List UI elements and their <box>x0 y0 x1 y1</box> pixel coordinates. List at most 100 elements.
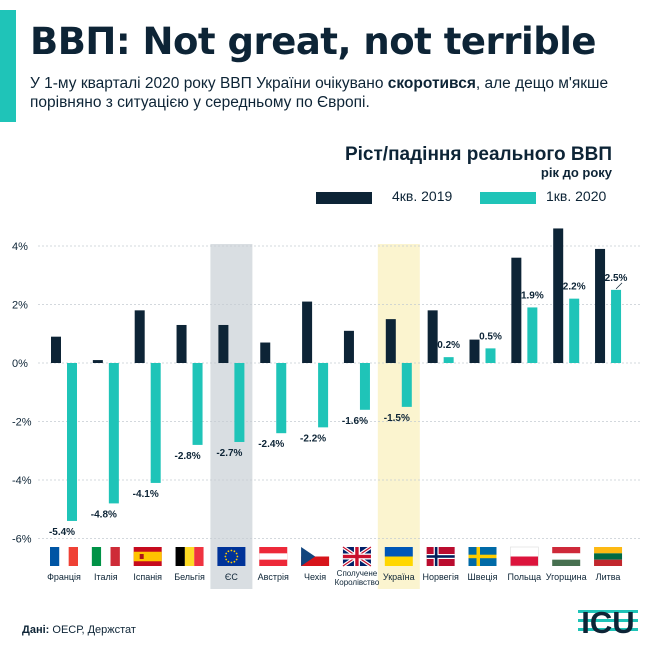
bar-2019 <box>469 339 480 363</box>
bar-2019 <box>427 310 438 363</box>
bar-2019 <box>260 342 271 363</box>
y-tick-label: -2% <box>12 417 32 429</box>
sweden-flag <box>468 547 497 566</box>
category-label: Бельгія <box>174 572 205 582</box>
bar-2019 <box>176 324 187 363</box>
category-label: ЄС <box>225 572 238 582</box>
flag-star <box>235 558 238 561</box>
poland-flag <box>510 546 539 567</box>
hungary-flag <box>552 547 581 566</box>
ukraine-flag <box>384 547 413 566</box>
category-label: Австрія <box>258 572 289 582</box>
flag-star <box>235 552 238 555</box>
page-subtitle: У 1-му кварталі 2020 року ВВП України оч… <box>30 74 630 112</box>
bar-2020 <box>485 348 496 363</box>
flag-star <box>233 550 236 553</box>
flag-part <box>184 547 195 566</box>
flag-star <box>227 560 230 563</box>
data-label: 2.2% <box>563 282 586 293</box>
flag-part <box>468 554 497 559</box>
bar-2020 <box>192 363 203 445</box>
flag-part <box>217 547 246 566</box>
flag-part <box>552 553 581 560</box>
flag-part <box>552 547 581 554</box>
flag-star <box>230 549 233 552</box>
bar-2020 <box>318 363 329 428</box>
subtitle-text-2: , але дещо м'якше порівняно з ситуацією … <box>30 75 609 111</box>
chart-title: Ріст/падіння реального ВВП <box>344 144 612 165</box>
data-label: -2.4% <box>258 439 284 450</box>
legend-label-2020: 1кв. 2020 <box>546 188 607 204</box>
czech-flag <box>301 547 330 566</box>
france-flag <box>50 547 78 566</box>
category-label: Італія <box>94 572 118 582</box>
bar-2020 <box>359 363 370 410</box>
data-label: 1.9% <box>521 290 544 301</box>
bar-2019 <box>343 330 354 363</box>
bar-2019 <box>595 248 606 363</box>
category-label: Чехія <box>304 572 326 582</box>
bar-2019 <box>302 301 313 363</box>
bar-2019 <box>218 324 229 363</box>
y-tick-label: 4% <box>12 241 28 253</box>
flag-part <box>301 547 316 566</box>
flag-part <box>101 547 111 566</box>
chart-subtitle: рік до року <box>540 165 612 180</box>
bar-2019 <box>134 310 145 363</box>
bar-chart: 4% 2% 0% -2% -4% -6% -5.4% -4.8% -4.1% -2.8% -2.7%… <box>12 228 640 589</box>
italy-flag <box>91 547 120 566</box>
flag-part <box>175 547 185 566</box>
uk-flag <box>341 545 372 568</box>
category-label-line: Королівство <box>335 578 380 587</box>
flag-star <box>227 550 230 553</box>
flag-star <box>230 561 233 564</box>
flag-part <box>91 547 102 566</box>
data-label: -2.7% <box>216 448 242 459</box>
flag-part <box>384 556 413 566</box>
label-leader <box>615 282 623 290</box>
flag-part <box>133 551 162 562</box>
flag-part <box>594 559 623 566</box>
icu-logo: ICU <box>578 605 638 638</box>
flag-part <box>301 547 330 557</box>
source-text: ОЕСР, Держстат <box>49 624 136 636</box>
flag-star <box>236 555 239 558</box>
data-label: -1.6% <box>342 416 368 427</box>
data-label: -4.8% <box>91 509 117 520</box>
flag-part <box>384 547 413 557</box>
flag-star <box>224 555 227 558</box>
flag-part <box>110 547 120 566</box>
lithuania-flag <box>594 547 623 566</box>
flag-outline <box>510 546 539 567</box>
category-label: Угорщина <box>546 572 587 582</box>
flag-star <box>233 560 236 563</box>
norway-flag <box>426 547 455 566</box>
data-label: 0.5% <box>479 331 502 342</box>
source-label: Дані: <box>22 624 50 636</box>
category-label: Україна <box>383 572 415 582</box>
data-label: -1.5% <box>384 413 410 424</box>
data-label: 2.5% <box>605 273 628 284</box>
y-tick-label: 0% <box>12 358 28 370</box>
flag-part <box>594 553 623 560</box>
logo-stripes <box>578 610 638 631</box>
legend: 4кв. 2019 1кв. 2020 <box>0 188 650 208</box>
highlight-band-8 <box>377 244 420 589</box>
y-tick-label: -4% <box>12 475 32 487</box>
flag-star <box>225 552 228 555</box>
category-label: Литва <box>596 572 621 582</box>
flag-part <box>510 556 539 566</box>
flag-part <box>342 554 371 559</box>
data-label: -5.4% <box>49 527 75 538</box>
eu-flag <box>217 547 246 566</box>
logo-text: ICU <box>581 605 634 638</box>
bar-2020 <box>150 363 161 483</box>
flag-part <box>594 547 623 554</box>
bar-2020 <box>108 363 119 504</box>
y-tick-label: -6% <box>12 534 32 546</box>
data-label: -2.8% <box>174 451 200 462</box>
legend-swatch-2019 <box>316 192 372 204</box>
page-title: ВВП: Not great, not terrible <box>30 20 596 63</box>
bar-2019 <box>51 336 61 363</box>
data-label: 0.2% <box>437 340 460 351</box>
